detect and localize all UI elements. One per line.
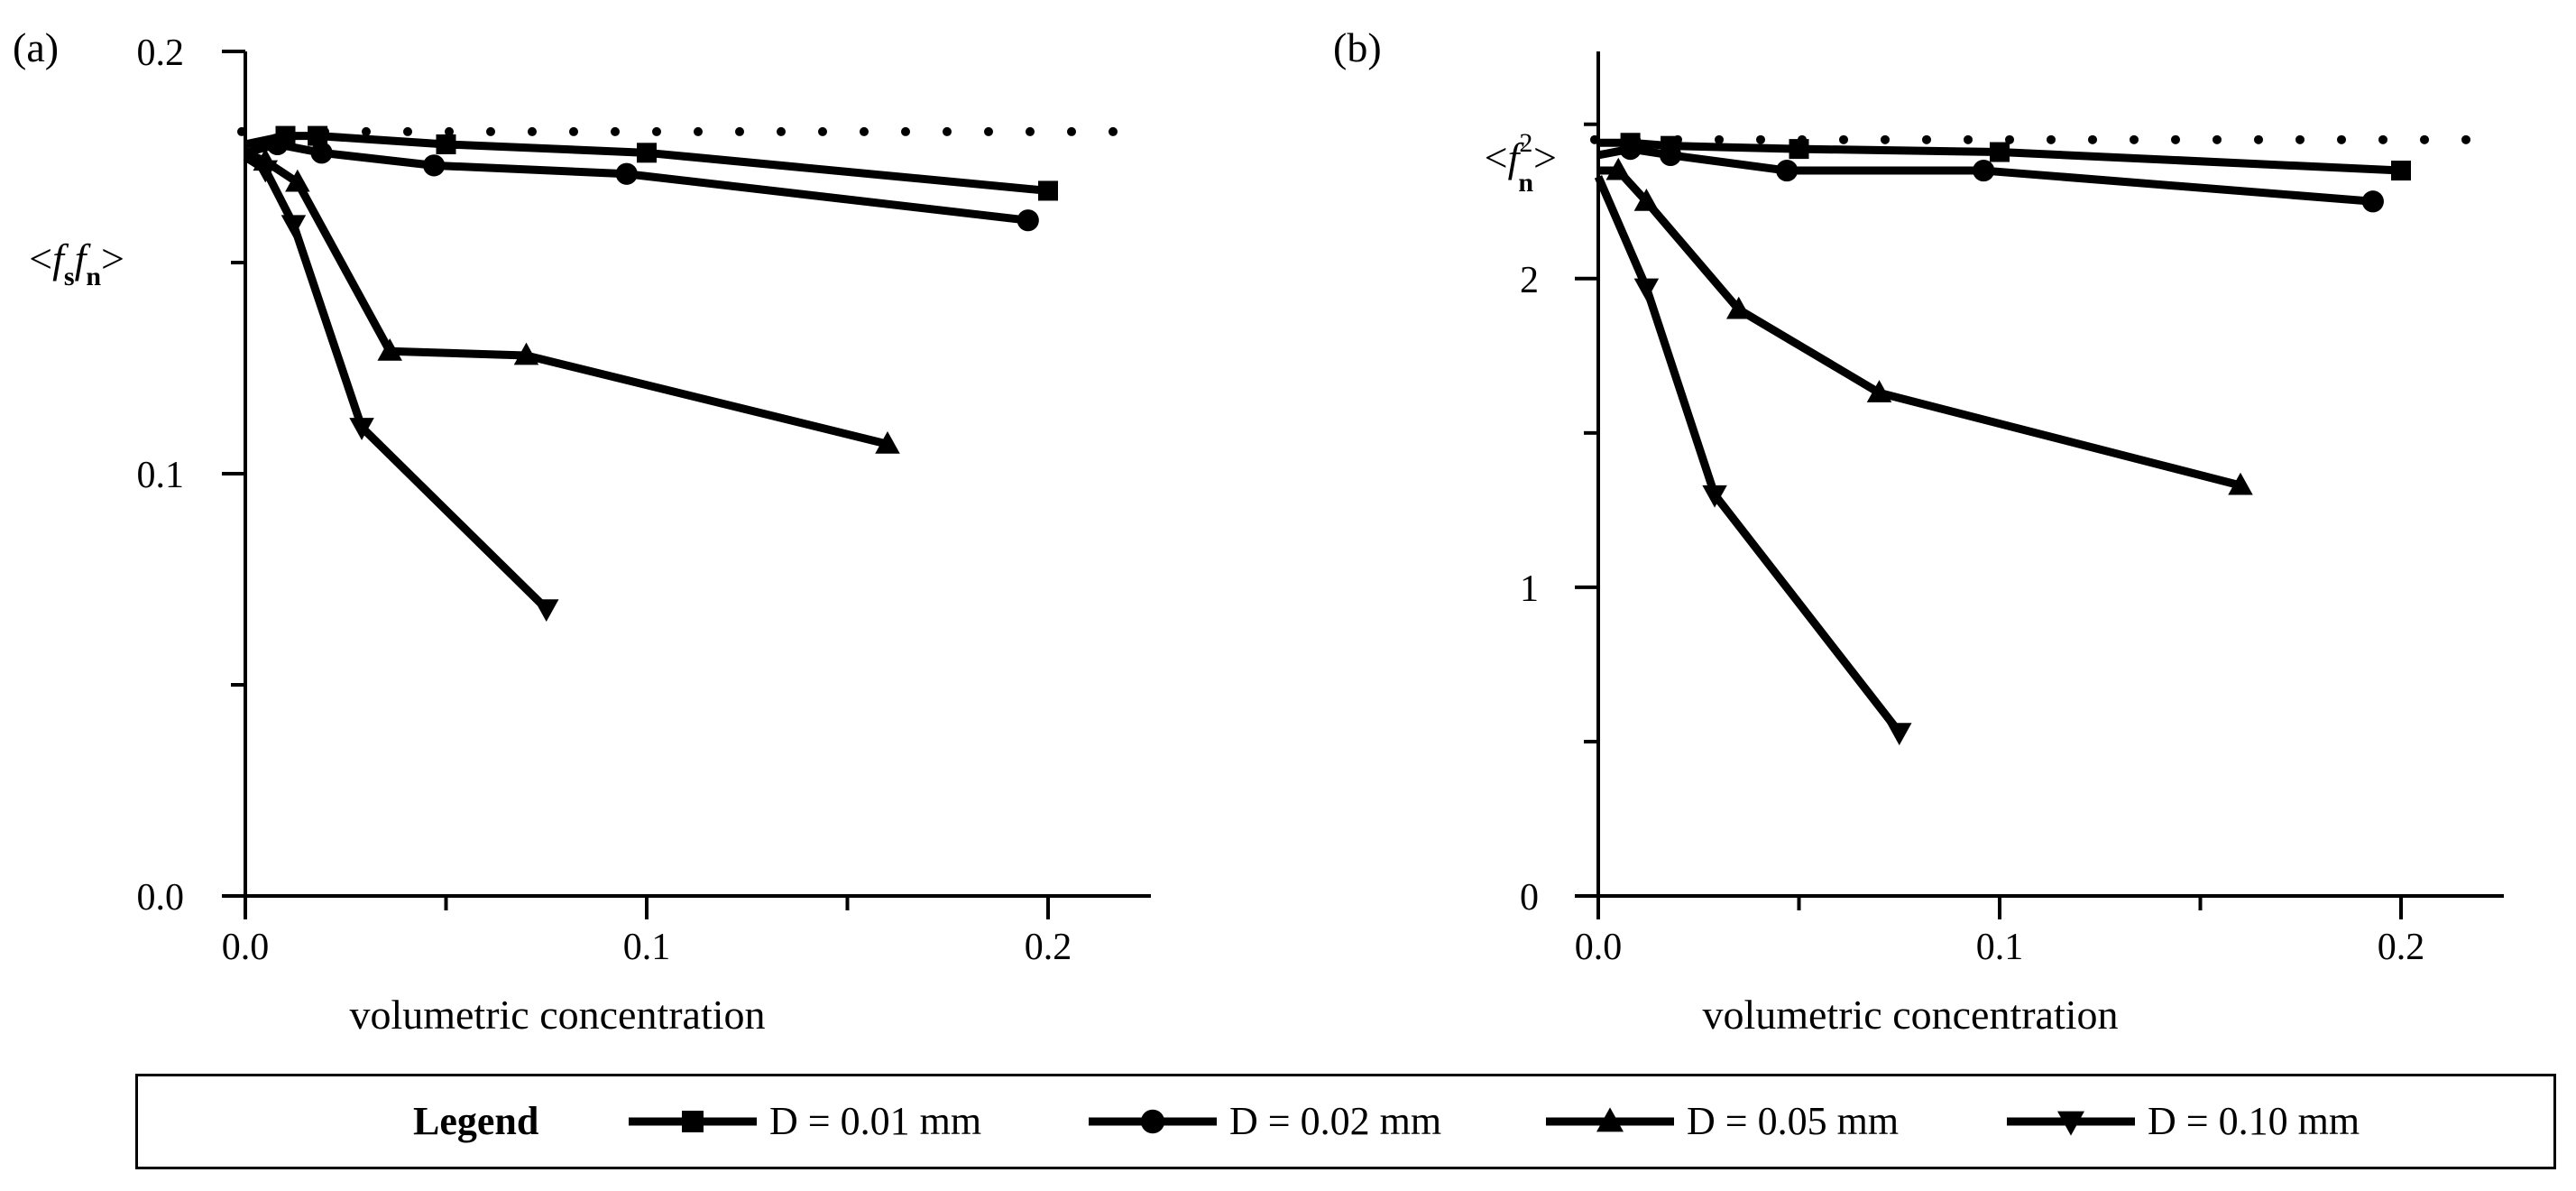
figure: (a) <fsfn> volumetric concentration 0.0 0…	[13, 24, 2504, 1038]
panel-label-b: (b)	[1333, 24, 1382, 70]
series-square	[244, 125, 1058, 201]
series-circle	[1597, 138, 2384, 213]
x-tick-label: 0.1	[1976, 927, 2024, 968]
series-triangle-down	[243, 153, 559, 623]
data-point-triangle-down	[1887, 723, 1912, 745]
data-point-circle	[1619, 138, 1642, 161]
legend: Legend D = 0.01 mm D = 0.02 mm D = 0.05 …	[135, 1074, 2556, 1169]
legend-label: D = 0.10 mm	[2148, 1099, 2360, 1143]
xlabel-b: volumetric concentration	[1702, 992, 2118, 1038]
axes-b: 0.0 0.1 0.2 0 1 2	[1520, 51, 2504, 968]
y-tick-label: 2	[1520, 260, 1539, 301]
series-circle	[244, 133, 1039, 232]
ylabel-b: <f2 n>	[1485, 128, 1557, 198]
x-tick-label: 0.2	[1025, 927, 1072, 968]
data-point-triangle-down	[1633, 278, 1660, 301]
data-point-square	[436, 134, 456, 154]
axes-a: 0.0 0.1 0.2 0.0 0.1 0.2	[137, 32, 1151, 968]
legend-label: D = 0.02 mm	[1229, 1099, 1442, 1143]
legend-marker	[2057, 1111, 2084, 1136]
series-triangle-down	[1594, 175, 1912, 745]
data-point-circle	[1776, 159, 1799, 182]
series-triangle-up	[1598, 157, 2253, 495]
y-tick-label: 0.1	[137, 455, 185, 496]
y-tick-label: 0.0	[137, 877, 185, 919]
legend-label: D = 0.05 mm	[1687, 1099, 1900, 1143]
y-tick-label: 1	[1520, 568, 1539, 610]
data-point-circle	[1973, 159, 1995, 182]
data-point-square	[1990, 142, 2010, 162]
data-point-triangle-up	[1605, 157, 1631, 180]
data-point-triangle-down	[349, 418, 374, 440]
data-point-circle	[1660, 143, 1682, 167]
legend-marker-square-icon	[629, 1111, 757, 1132]
y-tick-label: 0.2	[137, 32, 185, 74]
legend-marker-triangle-up-icon	[1546, 1107, 1674, 1132]
data-point-circle	[423, 154, 446, 177]
data-point-triangle-up	[1726, 296, 1752, 319]
legend-marker-triangle-down-icon	[2007, 1111, 2135, 1136]
x-tick-label: 0.2	[2378, 927, 2425, 968]
series-group-a	[243, 125, 1058, 623]
data-point-triangle-down	[281, 215, 307, 238]
data-point-square	[1038, 180, 1058, 201]
legend-marker	[1596, 1107, 1624, 1132]
data-point-circle	[266, 133, 289, 156]
data-point-triangle-up	[2228, 472, 2253, 495]
data-point-triangle-down	[1702, 485, 1727, 508]
legend-marker-circle-icon	[1089, 1109, 1217, 1134]
data-point-circle	[310, 142, 333, 164]
data-point-circle	[1017, 209, 1039, 232]
legend-marker	[682, 1111, 704, 1132]
data-point-triangle-down	[534, 599, 559, 623]
legend-label: D = 0.01 mm	[769, 1099, 982, 1143]
data-point-triangle-up	[285, 169, 310, 192]
x-tick-label: 0.0	[222, 927, 270, 968]
x-tick-label: 0.0	[1575, 927, 1623, 968]
series-group-b	[1594, 133, 2411, 745]
data-point-square	[1789, 139, 1809, 160]
data-point-triangle-up	[1633, 188, 1660, 211]
data-point-triangle-up	[1866, 380, 1892, 402]
data-point-triangle-down	[253, 160, 278, 183]
data-point-circle	[2361, 190, 2384, 213]
data-point-square	[637, 143, 657, 163]
panel-b: (b) <f2 n> volumetric concentration 0.0 0.…	[1333, 24, 2504, 1038]
legend-title: Legend	[413, 1099, 539, 1143]
data-point-square	[308, 125, 328, 146]
data-point-circle	[615, 162, 638, 185]
series-line	[1594, 175, 1903, 735]
data-point-triangle-up	[513, 342, 539, 365]
x-tick-label: 0.1	[623, 927, 671, 968]
ylabel-a: <fsfn>	[29, 235, 124, 291]
panel-label-a: (a)	[13, 24, 59, 70]
data-point-square	[2391, 161, 2411, 181]
panel-a: (a) <fsfn> volumetric concentration 0.0 0…	[13, 24, 1151, 1038]
data-point-triangle-up	[377, 337, 402, 361]
y-tick-label: 0	[1520, 877, 1539, 919]
data-point-triangle-up	[875, 430, 900, 454]
xlabel-a: volumetric concentration	[349, 992, 765, 1038]
legend-marker	[1140, 1109, 1165, 1134]
